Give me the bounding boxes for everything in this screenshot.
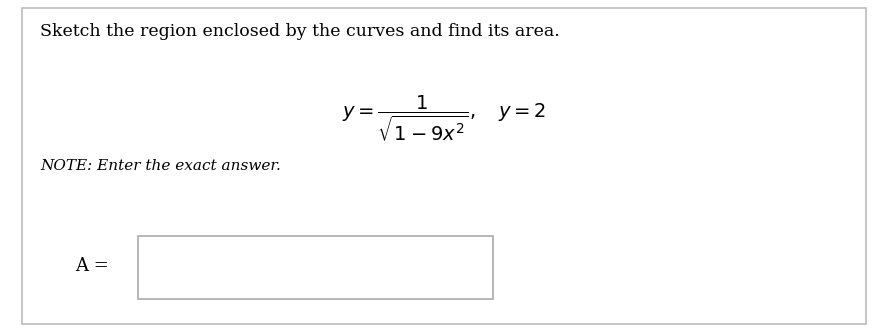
Text: A =: A = bbox=[75, 257, 109, 275]
FancyBboxPatch shape bbox=[138, 236, 493, 299]
Text: Sketch the region enclosed by the curves and find its area.: Sketch the region enclosed by the curves… bbox=[40, 23, 559, 40]
Text: NOTE: Enter the exact answer.: NOTE: Enter the exact answer. bbox=[40, 159, 281, 173]
Text: $y = \dfrac{1}{\sqrt{1 - 9x^2}}, \quad y = 2$: $y = \dfrac{1}{\sqrt{1 - 9x^2}}, \quad y… bbox=[342, 93, 546, 143]
